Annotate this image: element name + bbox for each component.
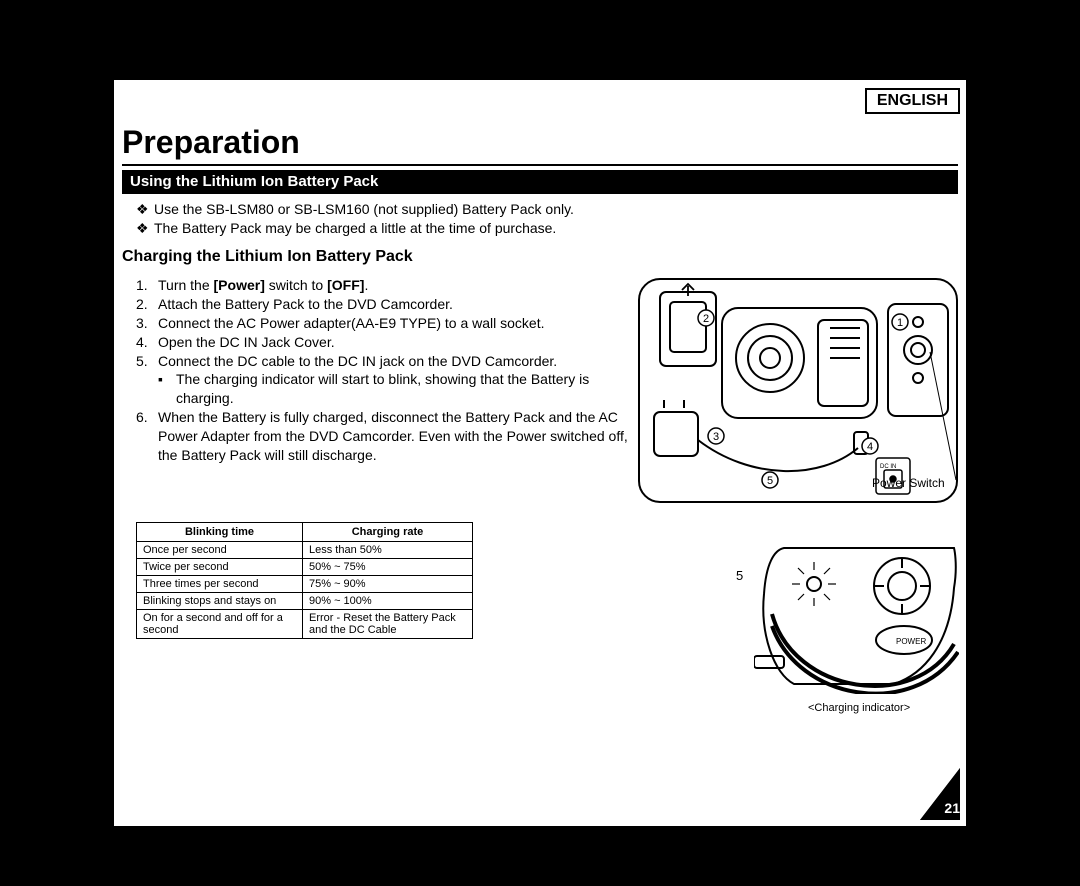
table-cell: Three times per second [137,576,303,593]
language-label: ENGLISH [865,88,960,114]
table-cell: On for a second and off for a second [137,610,303,639]
bullet-text: Use the SB-LSM80 or SB-LSM160 (not suppl… [154,200,574,219]
table-cell: 75% ~ 90% [303,576,473,593]
table-cell: Once per second [137,542,303,559]
step-text: Attach the Battery Pack to the DVD Camco… [158,295,636,314]
list-item: 1. Turn the [Power] switch to [OFF]. [136,276,636,295]
table-cell: 90% ~ 100% [303,593,473,610]
list-item: 4. Open the DC IN Jack Cover. [136,333,636,352]
step-text: Connect the AC Power adapter(AA-E9 TYPE)… [158,314,636,333]
figure-step-number: 5 [736,568,743,583]
svg-text:1: 1 [897,317,903,329]
table-cell: Error - Reset the Battery Pack and the D… [303,610,473,639]
charging-indicator-diagram: POWER [754,544,959,694]
step-text: Turn the [Power] switch to [OFF]. [158,276,636,295]
list-item: 3. Connect the AC Power adapter(AA-E9 TY… [136,314,636,333]
svg-text:3: 3 [713,431,719,443]
step-number: 1. [136,276,158,295]
step-text-bold: [Power] [214,277,265,293]
list-item: ❖ Use the SB-LSM80 or SB-LSM160 (not sup… [136,200,936,219]
step-text-part: Turn the [158,277,214,293]
bullet-diamond-icon: ❖ [136,200,154,219]
power-switch-label: Power Switch [872,476,945,490]
camcorder-diagram-svg: DC IN 2 1 3 4 5 [640,280,960,505]
table-header: Blinking time [137,523,303,542]
step-text-part: switch to [265,277,327,293]
table-row: Once per secondLess than 50% [137,542,473,559]
blinking-rate-table: Blinking time Charging rate Once per sec… [136,522,473,639]
step-number: 2. [136,295,158,314]
svg-text:4: 4 [867,441,873,453]
table-header: Charging rate [303,523,473,542]
table-row: Three times per second75% ~ 90% [137,576,473,593]
table-cell: 50% ~ 75% [303,559,473,576]
charging-indicator-svg: POWER [754,544,959,694]
table-cell: Twice per second [137,559,303,576]
step-number: 5. [136,352,158,409]
step-text: Open the DC IN Jack Cover. [158,333,636,352]
figure-caption: <Charging indicator> [808,702,910,714]
bullet-text: The Battery Pack may be charged a little… [154,219,556,238]
step-number: 6. [136,408,158,465]
table-row: Blinking stops and stays on90% ~ 100% [137,593,473,610]
sub-heading: Charging the Lithium Ion Battery Pack [122,248,413,266]
list-item: 6. When the Battery is fully charged, di… [136,408,636,465]
step-text-part: . [364,277,368,293]
page-number: 21 [944,800,960,816]
title-underline [122,164,958,166]
list-item: ❖ The Battery Pack may be charged a litt… [136,219,936,238]
bullet-diamond-icon: ❖ [136,219,154,238]
bullet-square-icon: ▪ [158,370,176,408]
step-list: 1. Turn the [Power] switch to [OFF]. 2. … [136,276,636,465]
step-text-bold: [OFF] [327,277,364,293]
table-row: Blinking time Charging rate [137,523,473,542]
manual-page: ENGLISH Preparation Using the Lithium Io… [114,80,966,826]
table-cell: Less than 50% [303,542,473,559]
list-item: 2. Attach the Battery Pack to the DVD Ca… [136,295,636,314]
table-row: On for a second and off for a secondErro… [137,610,473,639]
step-text: Connect the DC cable to the DC IN jack o… [158,353,557,369]
step-number: 3. [136,314,158,333]
intro-bullet-list: ❖ Use the SB-LSM80 or SB-LSM160 (not sup… [136,200,936,238]
sub-bullet: ▪ The charging indicator will start to b… [158,370,636,408]
table-row: Twice per second50% ~ 75% [137,559,473,576]
svg-text:2: 2 [703,313,709,325]
svg-text:5: 5 [767,475,773,487]
list-item: 5. Connect the DC cable to the DC IN jac… [136,352,636,409]
svg-text:POWER: POWER [896,637,926,646]
step-text: When the Battery is fully charged, disco… [158,408,636,465]
sub-bullet-text: The charging indicator will start to bli… [176,370,636,408]
page-title: Preparation [122,124,300,161]
step-number: 4. [136,333,158,352]
dcin-label: DC IN [880,464,896,470]
charging-diagram: DC IN 2 1 3 4 5 [638,278,958,503]
section-heading-bar: Using the Lithium Ion Battery Pack [122,170,958,194]
table-cell: Blinking stops and stays on [137,593,303,610]
